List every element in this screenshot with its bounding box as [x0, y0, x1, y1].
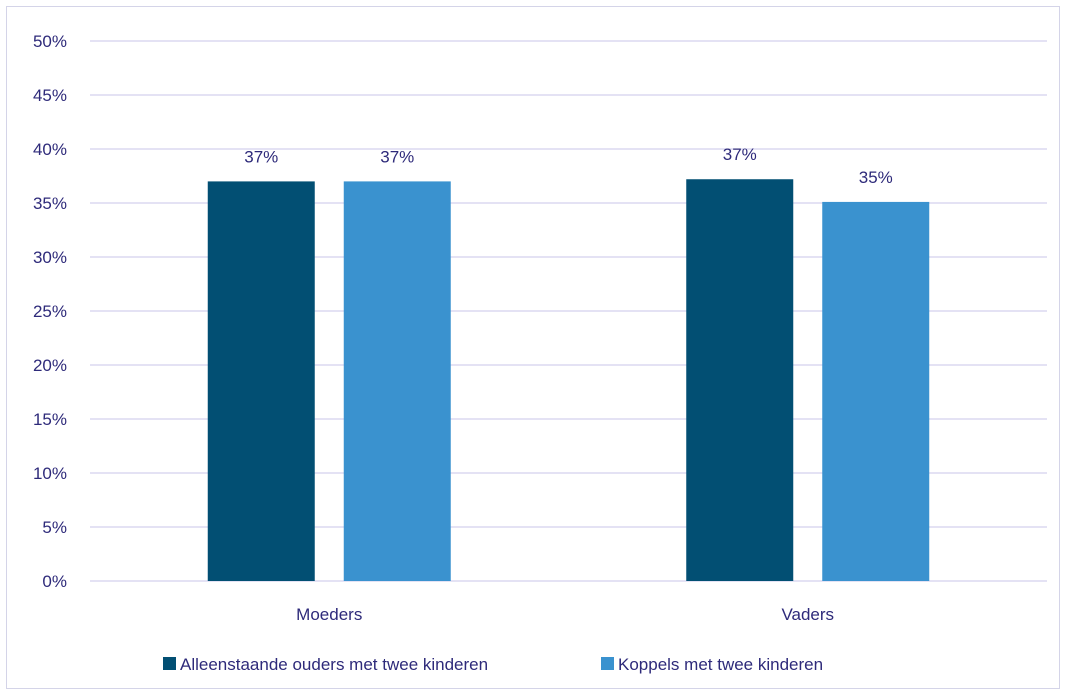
y-tick-label: 35% [33, 194, 67, 213]
legend-swatch [601, 657, 614, 670]
data-labels: 37% 37% 37% 35% [244, 145, 893, 187]
data-label: 37% [380, 147, 414, 166]
y-tick-label: 5% [42, 518, 67, 537]
x-axis-categories: Moeders Vaders [296, 605, 834, 624]
y-tick-label: 25% [33, 302, 67, 321]
legend-swatch [163, 657, 176, 670]
data-label: 35% [859, 168, 893, 187]
y-axis-ticks: 0% 5% 10% 15% 20% 25% 30% 35% 40% 45% 50% [33, 32, 67, 591]
legend-label: Koppels met twee kinderen [618, 655, 823, 674]
bars [207, 179, 930, 582]
bar-vaders-series-1 [686, 179, 794, 582]
y-tick-label: 10% [33, 464, 67, 483]
legend-label: Alleenstaande ouders met twee kinderen [180, 655, 488, 674]
y-tick-label: 20% [33, 356, 67, 375]
bar-moeders-series-1 [207, 181, 315, 581]
bar-vaders-series-2 [822, 201, 930, 582]
y-tick-label: 0% [42, 572, 67, 591]
y-tick-label: 45% [33, 86, 67, 105]
data-label: 37% [723, 145, 757, 164]
bar-moeders-series-2 [343, 181, 451, 581]
y-tick-label: 40% [33, 140, 67, 159]
legend: Alleenstaande ouders met twee kinderen Ko… [163, 655, 823, 674]
y-tick-label: 30% [33, 248, 67, 267]
x-category-label: Vaders [781, 605, 834, 624]
y-tick-label: 50% [33, 32, 67, 51]
y-tick-label: 15% [33, 410, 67, 429]
data-label: 37% [244, 147, 278, 166]
x-category-label: Moeders [296, 605, 362, 624]
